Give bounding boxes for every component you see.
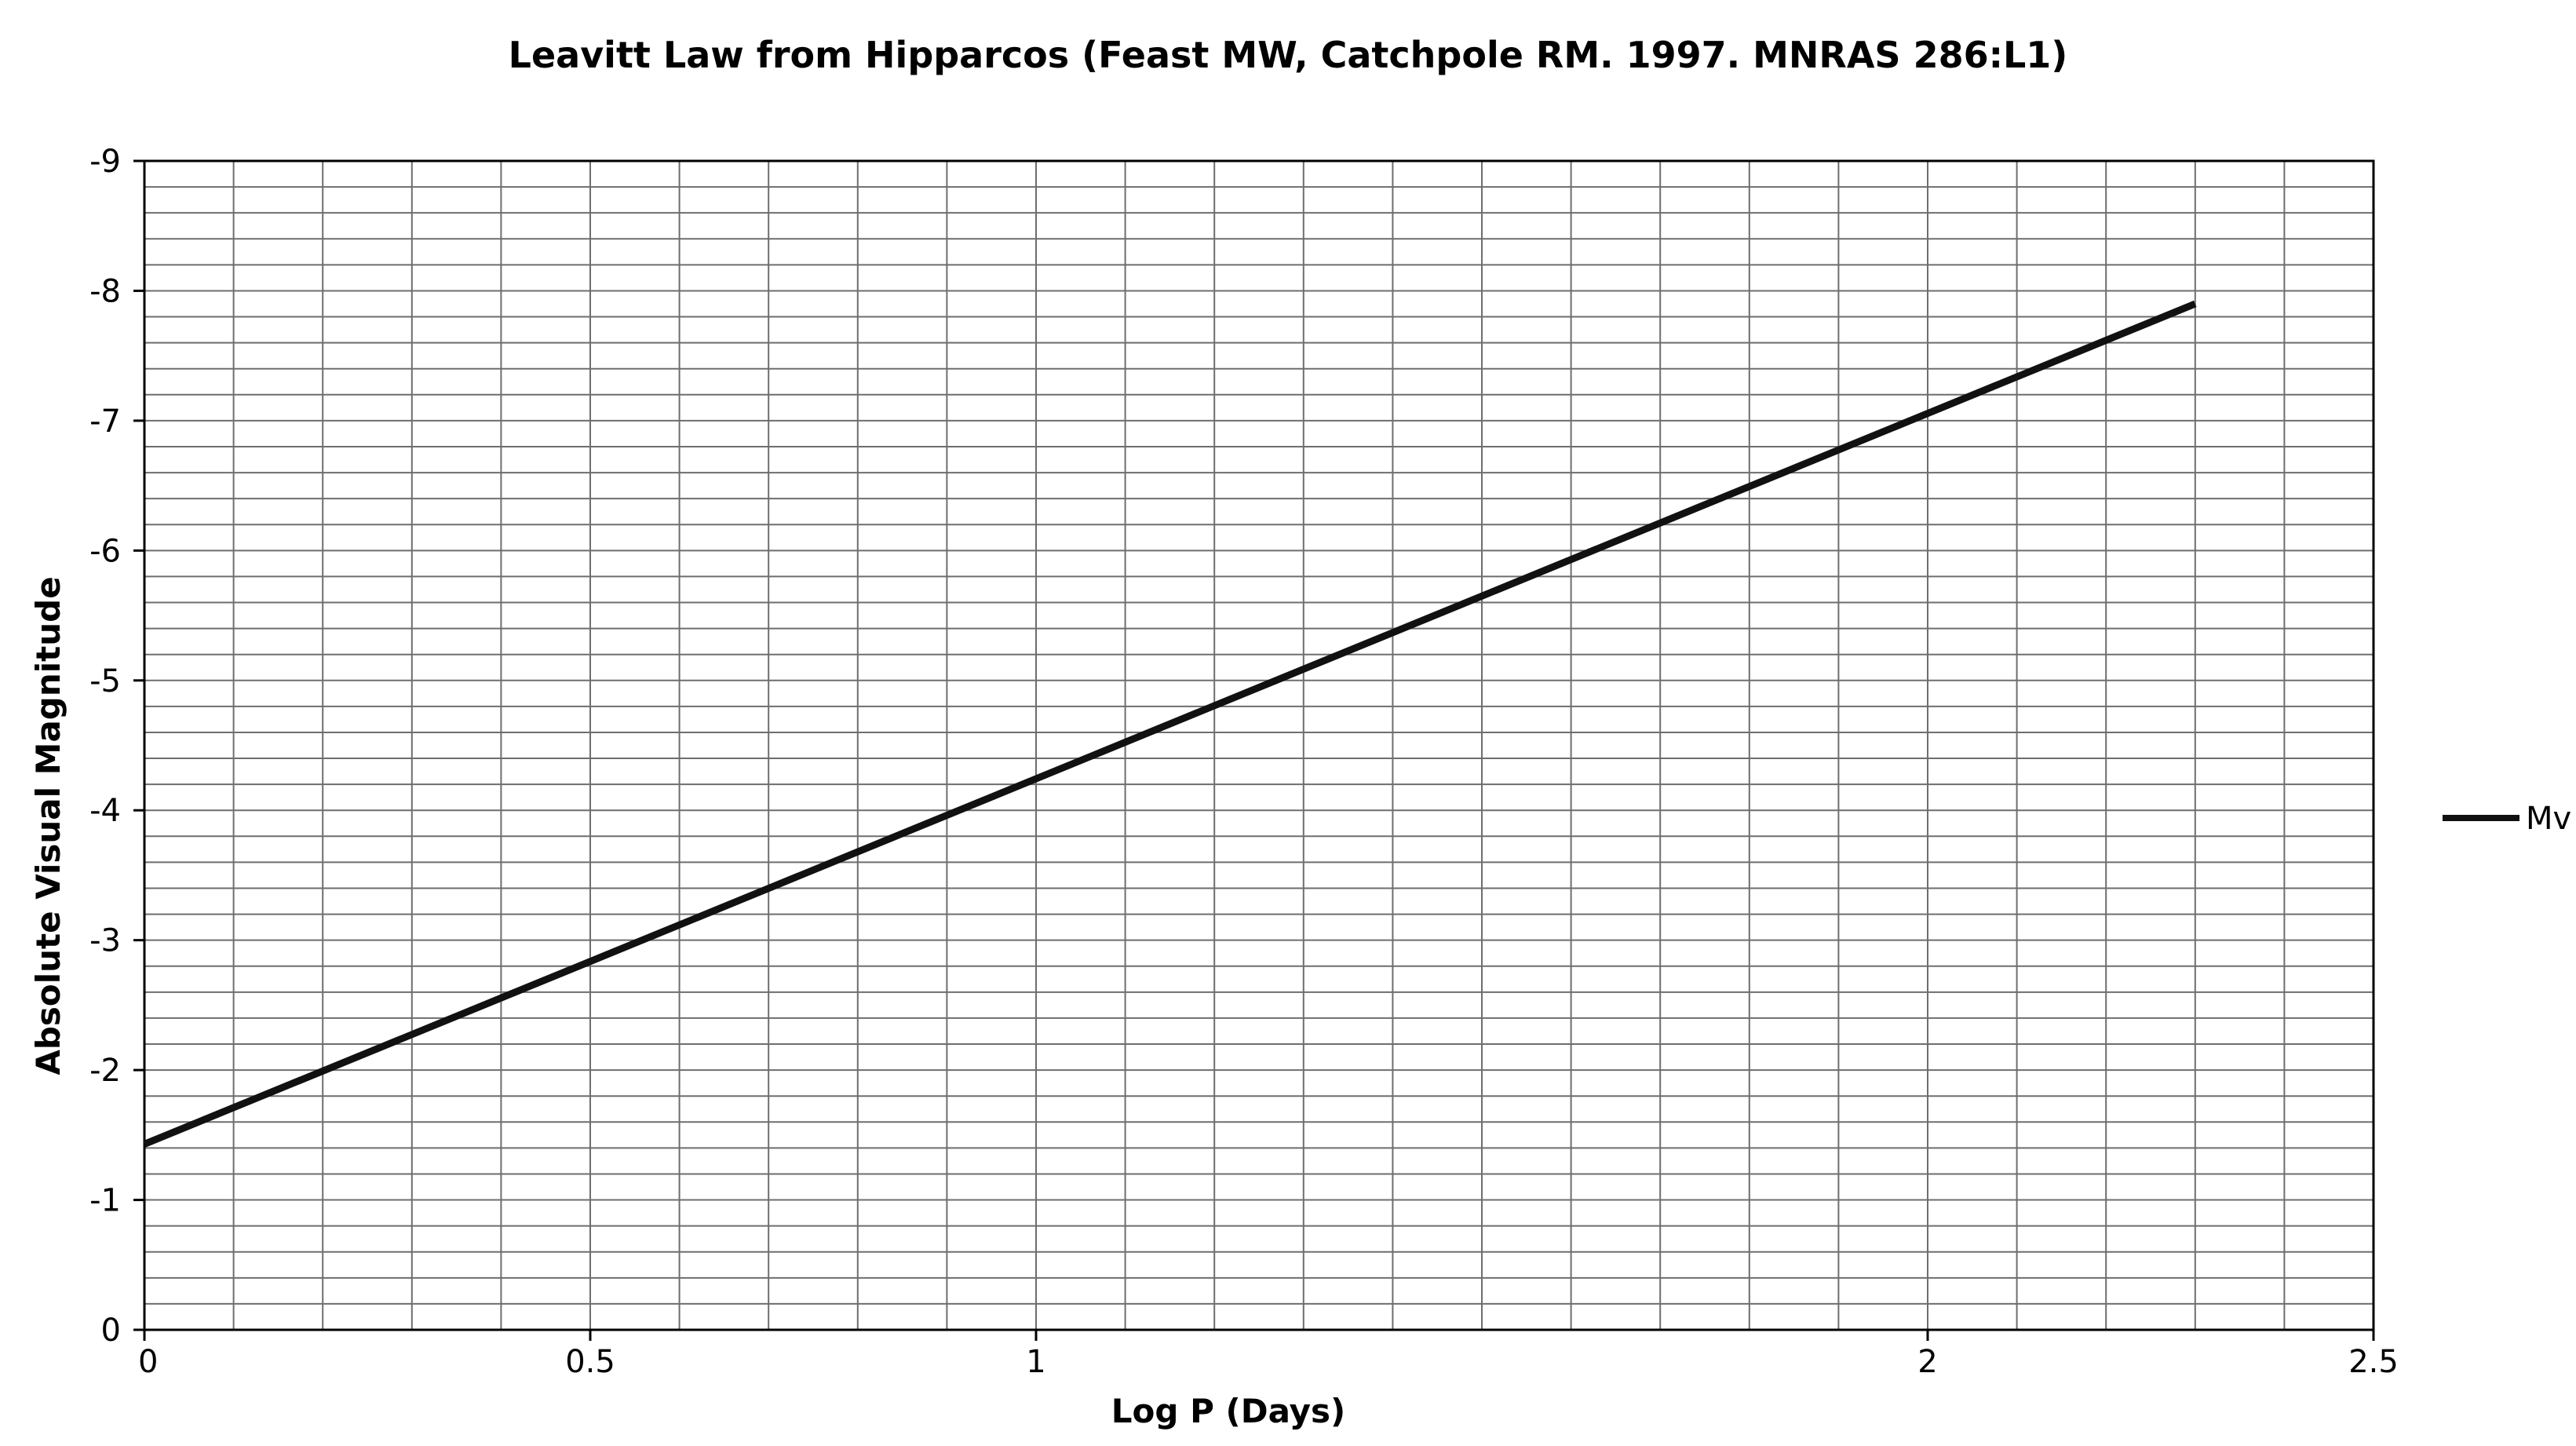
- legend-label-mv: Mv: [2526, 801, 2571, 837]
- x-axis-label: Log P (Days): [1111, 1392, 1345, 1430]
- x-tick-label: 2: [1917, 1344, 1937, 1380]
- y-tick-label: -1: [89, 1183, 121, 1219]
- y-axis-ticks: 0 -1 -2 -3 -4 -5 -6 -7 -8 -9: [89, 144, 144, 1349]
- x-axis-ticks: 0 0.5 1 2 2.5: [138, 1330, 2399, 1380]
- x-tick-label: 1: [1026, 1344, 1045, 1380]
- x-tick-label: 0.5: [565, 1344, 615, 1380]
- series-line-mv: [143, 300, 2197, 1148]
- y-tick-label: -2: [89, 1053, 121, 1089]
- series-layer: [143, 300, 2197, 1148]
- x-tick-label: 2.5: [2348, 1344, 2399, 1380]
- legend: Mv: [2443, 801, 2571, 837]
- y-tick-label: -5: [89, 663, 121, 699]
- y-tick-label: -6: [89, 533, 121, 569]
- y-tick-label: -9: [89, 144, 121, 180]
- y-tick-label: -8: [89, 273, 121, 309]
- y-tick-label: 0: [101, 1313, 121, 1349]
- x-tick-label: 0: [138, 1344, 158, 1380]
- plot-area: [143, 159, 2375, 1331]
- grid: [144, 161, 2373, 1330]
- y-tick-label: -3: [89, 923, 121, 959]
- y-axis-label: Absolute Visual Magnitude: [29, 576, 68, 1075]
- y-tick-label: -7: [89, 403, 121, 440]
- y-tick-label: -4: [89, 793, 121, 829]
- chart-title: Leavitt Law from Hipparcos (Feast MW, Ca…: [509, 34, 2068, 76]
